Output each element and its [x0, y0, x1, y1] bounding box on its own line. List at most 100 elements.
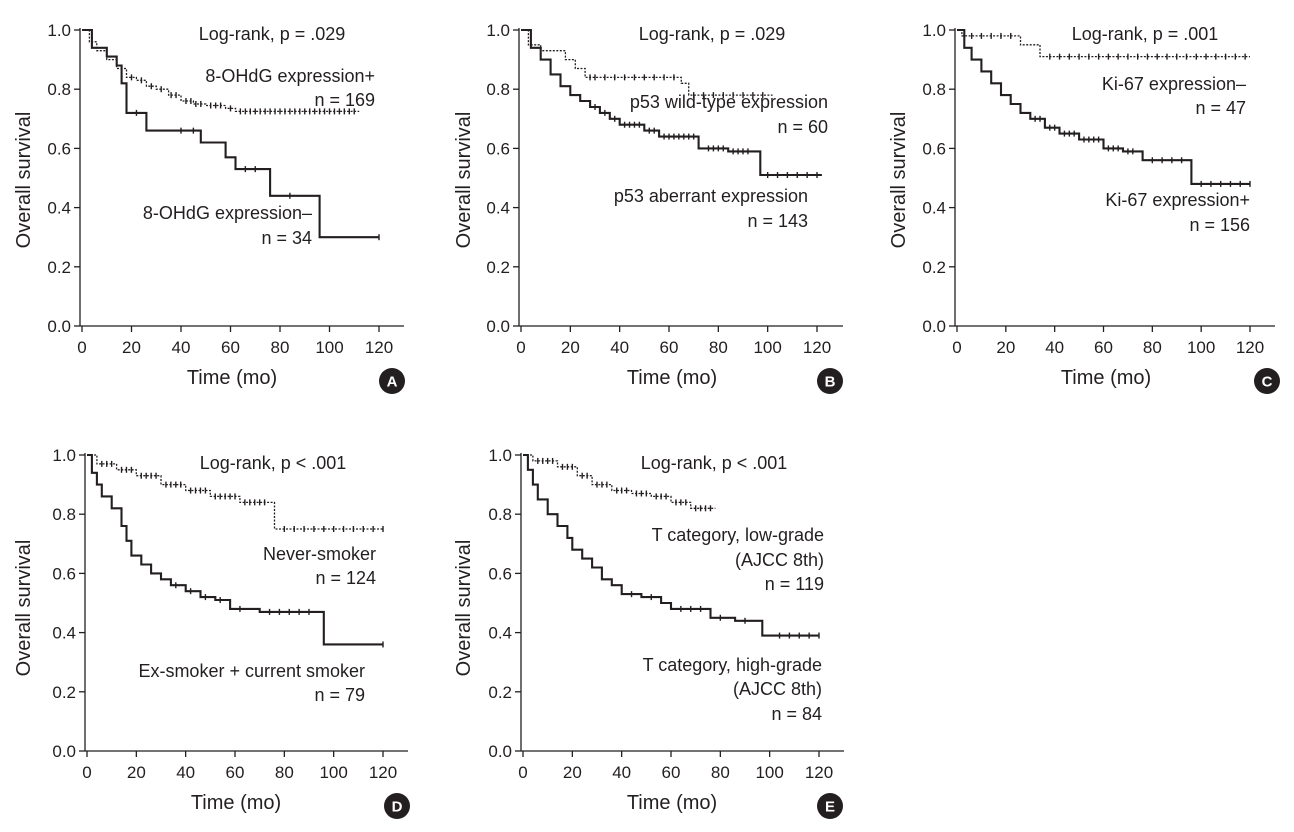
y-tick-label: 0.2 — [47, 258, 71, 277]
curve-label: n = 124 — [315, 568, 376, 588]
curve-label: (AJCC 8th) — [735, 550, 824, 570]
y-tick-label: 0.2 — [52, 683, 76, 702]
x-tick-label: 100 — [1187, 338, 1215, 357]
curve-label: n = 156 — [1189, 215, 1250, 235]
panel-badge — [817, 793, 843, 819]
x-tick-label: 80 — [709, 338, 728, 357]
dotted-survival-curve — [87, 454, 383, 530]
y-tick-label: 0.6 — [52, 564, 76, 583]
y-tick-label: 0.6 — [922, 139, 946, 158]
y-tick-label: 1.0 — [488, 446, 512, 465]
y-tick-label: 0.8 — [922, 80, 946, 99]
panel-badge — [384, 793, 410, 819]
curve-label: p53 aberrant expression — [614, 186, 808, 206]
panel-letter: D — [392, 799, 403, 816]
x-axis-title: Time (mo) — [191, 792, 281, 814]
y-tick-label: 0.4 — [486, 199, 510, 218]
x-tick-label: 40 — [610, 338, 629, 357]
y-tick-label: 0.6 — [486, 139, 510, 158]
curve-label: Ki-67 expression+ — [1105, 190, 1250, 210]
solid-survival-curve — [523, 453, 819, 637]
solid-survival-curve — [87, 453, 383, 646]
x-tick-label: 120 — [805, 763, 833, 782]
y-axis-title: Overall survival — [888, 112, 910, 249]
panel-letter: C — [1262, 374, 1273, 391]
x-tick-label: 20 — [561, 338, 580, 357]
panel-letter: A — [387, 374, 398, 391]
x-tick-label: 60 — [221, 338, 240, 357]
curve-label: n = 119 — [765, 574, 824, 594]
y-tick-label: 0.0 — [486, 317, 510, 336]
log-rank-label: Log-rank, p < .001 — [200, 453, 347, 473]
curve-label: n = 143 — [747, 211, 808, 231]
x-tick-label: 100 — [753, 338, 781, 357]
x-tick-label: 100 — [319, 763, 347, 782]
curve-label: 8-OHdG expression+ — [205, 66, 375, 86]
y-tick-label: 0.4 — [488, 624, 512, 643]
y-tick-label: 0.0 — [47, 317, 71, 336]
x-tick-label: 40 — [612, 763, 631, 782]
x-tick-label: 60 — [1094, 338, 1113, 357]
y-tick-label: 0.0 — [922, 317, 946, 336]
x-tick-label: 100 — [755, 763, 783, 782]
x-tick-label: 20 — [563, 763, 582, 782]
x-axis-title: Time (mo) — [1061, 367, 1151, 389]
y-tick-label: 0.8 — [488, 505, 512, 524]
panel-badge — [817, 368, 843, 394]
curve-label: n = 169 — [314, 90, 375, 110]
y-tick-label: 1.0 — [486, 21, 510, 40]
x-tick-label: 0 — [77, 338, 86, 357]
curve-label: 8-OHdG expression– — [143, 203, 312, 223]
y-axis-title: Overall survival — [13, 540, 35, 677]
x-tick-label: 60 — [660, 338, 679, 357]
x-axis-title: Time (mo) — [627, 792, 717, 814]
curve-label: n = 47 — [1195, 98, 1246, 118]
x-tick-label: 80 — [711, 763, 730, 782]
x-tick-label: 20 — [122, 338, 141, 357]
y-tick-label: 0.2 — [488, 683, 512, 702]
y-axis-title: Overall survival — [13, 112, 35, 249]
x-tick-label: 120 — [1236, 338, 1264, 357]
x-tick-label: 20 — [127, 763, 146, 782]
y-tick-label: 0.8 — [52, 505, 76, 524]
log-rank-label: Log-rank, p = .001 — [1072, 24, 1219, 44]
x-tick-label: 20 — [996, 338, 1015, 357]
panel-badge — [379, 368, 405, 394]
curve-label: n = 84 — [771, 704, 822, 724]
solid-survival-curve — [82, 28, 379, 239]
dotted-survival-curve — [521, 29, 773, 96]
km-panel-c: 0.0 0.2 0.4 0.6 0.8 1.0 0 20 40 60 80 100 120 Overall… — [888, 21, 1280, 394]
x-tick-label: 60 — [226, 763, 245, 782]
panel-badge — [1254, 368, 1280, 394]
x-tick-label: 40 — [172, 338, 191, 357]
log-rank-label: Log-rank, p = .029 — [639, 24, 786, 44]
dotted-survival-curve — [957, 29, 1250, 58]
x-tick-label: 40 — [176, 763, 195, 782]
log-rank-label: Log-rank, p < .001 — [641, 453, 788, 473]
solid-survival-curve — [957, 28, 1250, 185]
curve-label: T category, low-grade — [652, 525, 824, 545]
curve-label: n = 60 — [777, 117, 828, 137]
x-tick-label: 0 — [518, 763, 527, 782]
dotted-survival-curve — [82, 29, 360, 113]
curve-label: Ki-67 expression– — [1102, 74, 1246, 94]
y-tick-label: 0.8 — [486, 80, 510, 99]
x-axis-title: Time (mo) — [187, 367, 277, 389]
x-tick-label: 100 — [315, 338, 343, 357]
curve-label: n = 34 — [261, 228, 312, 248]
km-panel-a: 0.0 0.2 0.4 0.6 0.8 1.0 0 20 40 60 80 100 120 Overall… — [13, 21, 405, 394]
y-tick-label: 0.4 — [52, 624, 76, 643]
y-tick-label: 1.0 — [922, 21, 946, 40]
x-tick-label: 0 — [82, 763, 91, 782]
y-tick-label: 0.6 — [488, 564, 512, 583]
x-tick-label: 80 — [275, 763, 294, 782]
panel-letter: B — [825, 374, 836, 391]
x-axis-title: Time (mo) — [627, 367, 717, 389]
y-tick-label: 0.2 — [486, 258, 510, 277]
x-tick-label: 40 — [1045, 338, 1064, 357]
km-panel-b: 0.0 0.2 0.4 0.6 0.8 1.0 0 20 40 60 80 100 120 Overall… — [453, 21, 843, 394]
y-tick-label: 0.8 — [47, 80, 71, 99]
y-axis-title: Overall survival — [453, 112, 475, 249]
curve-label: n = 79 — [314, 685, 365, 705]
